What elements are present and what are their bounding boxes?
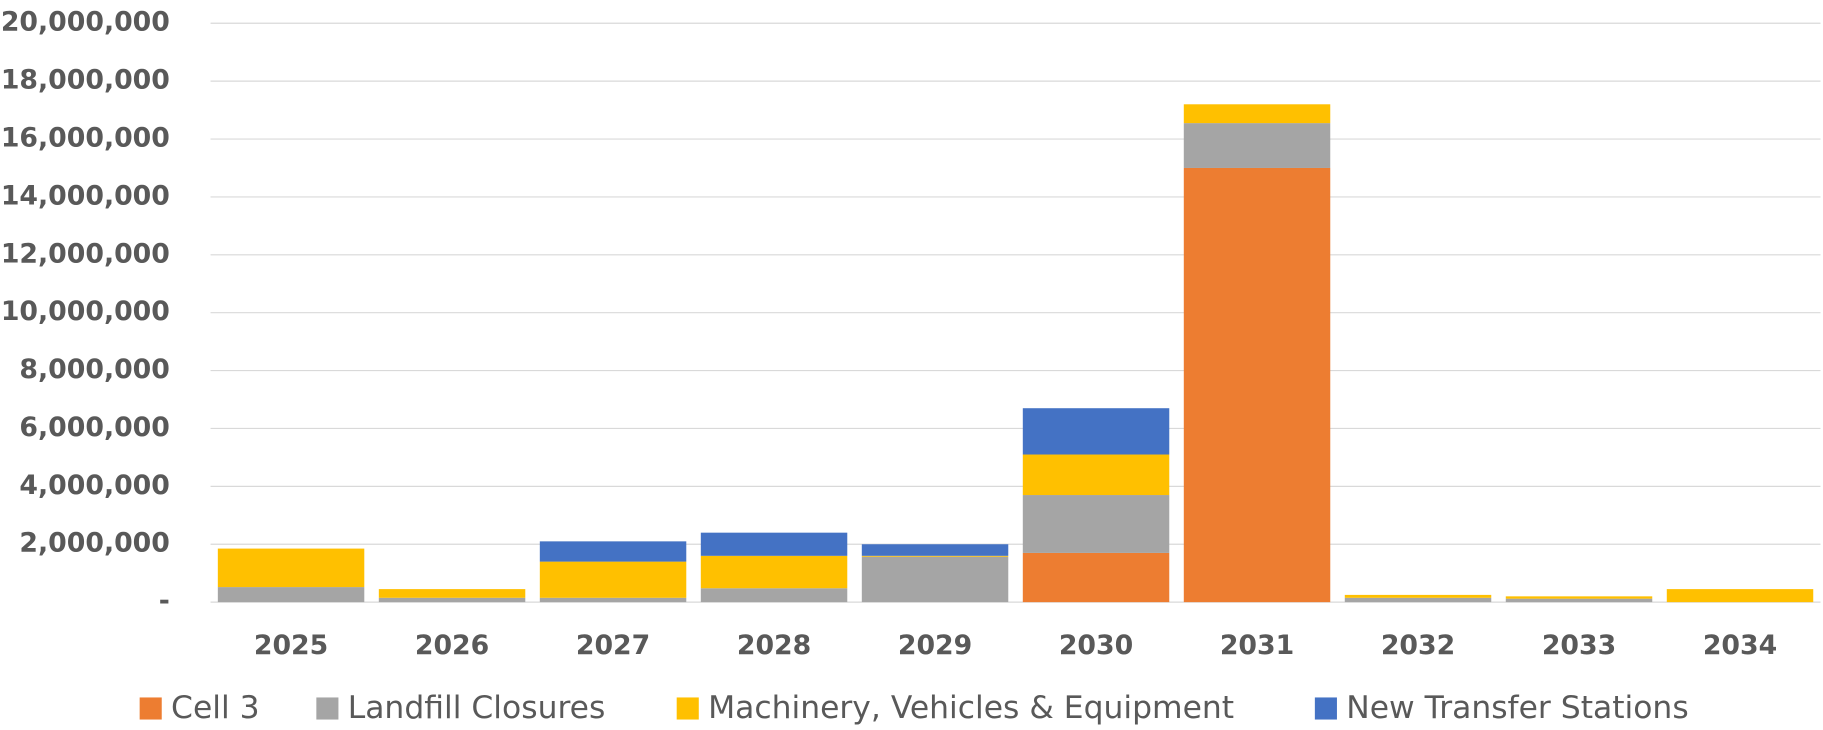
x-tick-label: 2029 xyxy=(898,630,972,661)
y-tick-label: 18,000,000 xyxy=(1,65,170,96)
bar-segment xyxy=(539,597,687,603)
y-tick-label: 8,000,000 xyxy=(19,354,169,385)
legend-swatch xyxy=(1314,697,1337,720)
bar-segment xyxy=(1344,594,1492,598)
bar-segment xyxy=(378,597,526,603)
x-tick-label: 2025 xyxy=(254,630,328,661)
y-tick-label: 14,000,000 xyxy=(1,180,170,211)
bar-segment xyxy=(700,555,848,589)
bar-segment xyxy=(1022,454,1170,496)
bar-segment xyxy=(1022,552,1170,603)
bar-segment xyxy=(861,556,1009,603)
x-tick-label: 2033 xyxy=(1542,630,1616,661)
bar-segment xyxy=(1505,596,1653,599)
bar-segment xyxy=(539,541,687,562)
legend-swatch xyxy=(676,697,699,720)
bar-segment xyxy=(217,548,365,588)
legend-swatch xyxy=(139,697,162,720)
x-tick-label: 2030 xyxy=(1059,630,1133,661)
bar-segment xyxy=(1183,167,1331,603)
x-tick-label: 2026 xyxy=(415,630,489,661)
y-tick-label: 2,000,000 xyxy=(19,528,169,559)
bar-segment xyxy=(700,532,848,556)
x-tick-label: 2028 xyxy=(737,630,811,661)
x-tick-label: 2031 xyxy=(1220,630,1294,661)
bar-segment xyxy=(1183,123,1331,168)
bar-segment xyxy=(1022,408,1170,455)
bar-segment xyxy=(1666,589,1814,603)
x-tick-label: 2027 xyxy=(576,630,650,661)
bar-segment xyxy=(217,587,365,603)
bar-segment xyxy=(378,589,526,598)
bar-segment xyxy=(1344,597,1492,603)
bar-segment xyxy=(861,544,1009,556)
legend-label: Landfill Closures xyxy=(348,690,606,726)
y-tick-label: 20,000,000 xyxy=(1,7,170,38)
bar-segment xyxy=(700,588,848,603)
y-tick-label: 4,000,000 xyxy=(19,470,169,501)
x-tick-label: 2034 xyxy=(1703,630,1777,661)
y-tick-label: - xyxy=(159,586,170,617)
legend-label: Cell 3 xyxy=(171,690,260,726)
bar-segment xyxy=(1505,598,1653,603)
bar-segment xyxy=(1183,104,1331,124)
legend-label: Machinery, Vehicles & Equipment xyxy=(708,690,1234,726)
x-tick-label: 2032 xyxy=(1381,630,1455,661)
y-tick-label: 6,000,000 xyxy=(19,412,169,443)
y-tick-label: 16,000,000 xyxy=(1,123,170,154)
bar-segment xyxy=(539,561,687,598)
bar-segment xyxy=(1022,495,1170,553)
y-tick-label: 12,000,000 xyxy=(1,238,170,269)
legend-label: New Transfer Stations xyxy=(1346,690,1688,726)
y-tick-label: 10,000,000 xyxy=(1,296,170,327)
bar-segment xyxy=(861,555,1009,557)
legend-swatch xyxy=(316,697,339,720)
